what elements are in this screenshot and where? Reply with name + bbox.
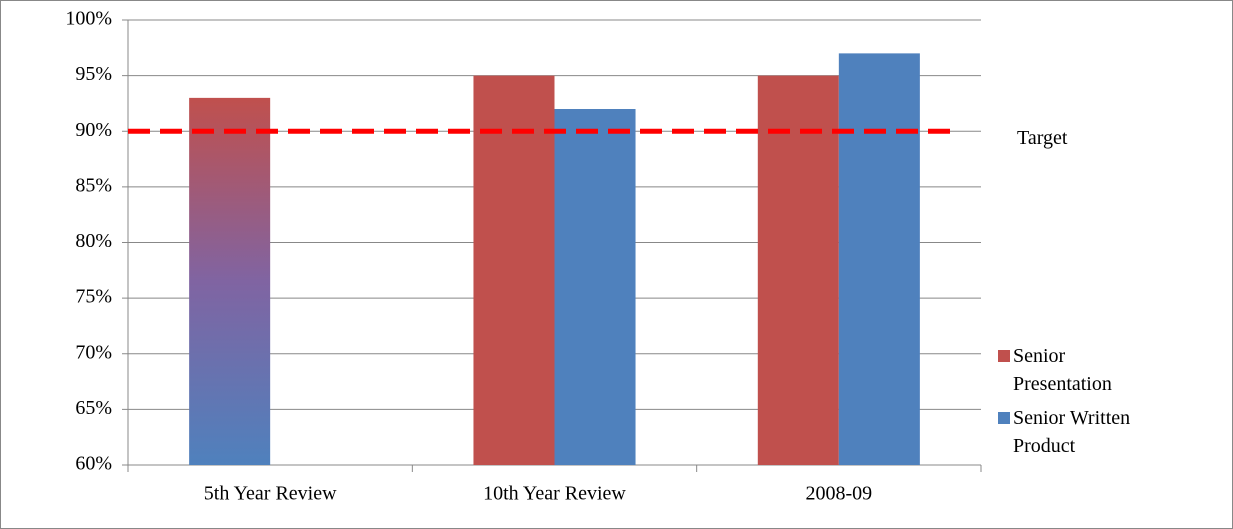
bar [757,75,839,465]
y-tick-label: 100% [65,8,112,30]
y-tick-label: 95% [75,63,112,85]
bar [189,97,271,465]
x-tick-label: 2008-09 [805,483,872,505]
y-tick-label: 65% [75,397,112,419]
legend-item: Senior Presentation [998,342,1173,398]
x-tick-label: 10th Year Review [483,483,626,505]
y-tick-label: 90% [75,119,112,141]
legend-swatch [998,350,1010,362]
x-tick-label: 5th Year Review [204,483,337,505]
bar [554,109,636,465]
legend-label: Senior Presentation [1013,345,1112,395]
legend-label: Senior Written Product [1013,407,1131,457]
y-tick-label: 70% [75,341,112,363]
bar [473,75,555,465]
y-tick-label: 80% [75,230,112,252]
y-tick-label: 85% [75,174,112,196]
y-tick-label: 60% [75,453,112,475]
target-label: Target [1017,127,1068,149]
bar [838,53,920,465]
legend-item: Senior Written Product [998,404,1173,460]
y-tick-label: 75% [75,286,112,308]
legend-swatch [998,412,1010,424]
